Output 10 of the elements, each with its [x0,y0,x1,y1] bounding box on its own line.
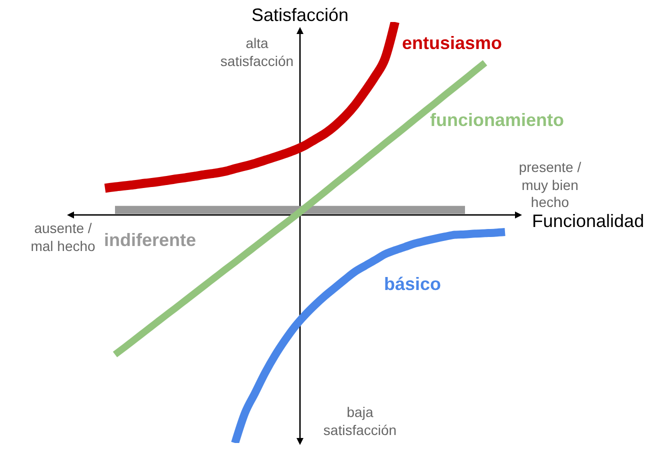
series-label: entusiasmo [402,33,502,53]
y-axis-title: Satisfacción [251,5,349,25]
series-label: funcionamiento [430,110,564,130]
series-label: básico [384,274,442,294]
text: presente / muy bien hecho [518,159,582,212]
series-label: indiferente [104,230,196,250]
annotation: baja satisfacción [322,404,398,439]
annotation: alta satisfacción [219,35,295,70]
text: ausente / mal hecho [30,220,96,255]
x-axis-title: Funcionalidad [532,210,644,231]
